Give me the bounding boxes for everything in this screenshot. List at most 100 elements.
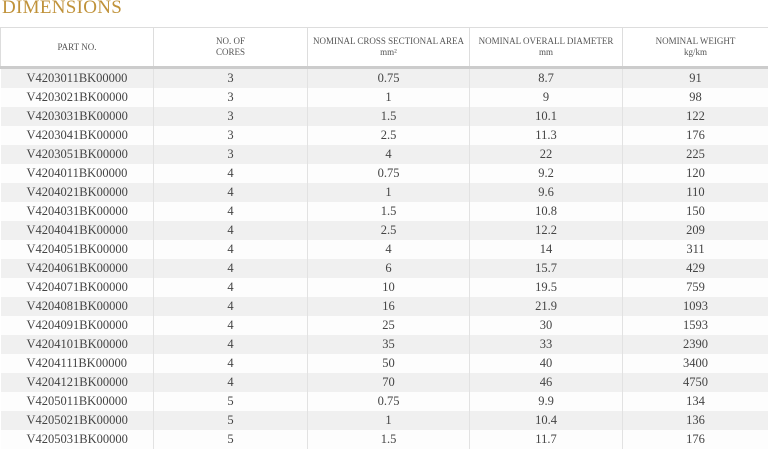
table-cell: 2.5 (307, 126, 470, 145)
table-cell: 98 (622, 88, 768, 107)
table-cell: 16 (307, 297, 470, 316)
table-row: V4203021BK00000 3 1 9 98 (0, 88, 768, 107)
part-number: V4203031BK00000 (0, 107, 154, 126)
table-row: V4204101BK00000 4 35 33 2390 (0, 335, 768, 354)
table-cell: 136 (622, 411, 768, 430)
table-cell: 4 (153, 373, 308, 392)
column-header: NOMINAL OVERALL DIAMETER mm (469, 27, 623, 69)
table-cell: 3 (153, 126, 308, 145)
part-number: V4204041BK00000 (0, 221, 154, 240)
table-row: V4204011BK00000 4 0.75 9.2 120 (0, 164, 768, 183)
table-cell: 15.7 (469, 259, 623, 278)
table-cell: 4 (153, 278, 308, 297)
column-label: NOMINAL OVERALL DIAMETER (478, 36, 614, 46)
part-number: V4204111BK00000 (0, 354, 154, 373)
table-cell: 9 (469, 88, 623, 107)
table-row: V4203031BK00000 3 1.5 10.1 122 (0, 107, 768, 126)
part-number: V4203041BK00000 (0, 126, 154, 145)
table-cell: 4 (153, 183, 308, 202)
column-label: NOMINAL CROSS SECTIONAL AREA (312, 36, 465, 46)
table-cell: 1.5 (307, 107, 470, 126)
table-cell: 0.75 (307, 164, 470, 183)
table-cell: 1.5 (307, 202, 470, 221)
part-number: V4204011BK00000 (0, 164, 154, 183)
table-cell: 4 (153, 164, 308, 183)
table-cell: 70 (307, 373, 470, 392)
table-cell: 4 (307, 240, 470, 259)
part-number: V4204121BK00000 (0, 373, 154, 392)
table-cell: 209 (622, 221, 768, 240)
part-number: V4204031BK00000 (0, 202, 154, 221)
table-cell: 10.1 (469, 107, 623, 126)
table-cell: 12.2 (469, 221, 623, 240)
table-cell: 4 (153, 335, 308, 354)
table-cell: 134 (622, 392, 768, 411)
table-cell: 3400 (622, 354, 768, 373)
part-number: V4205011BK00000 (0, 392, 154, 411)
table-cell: 225 (622, 145, 768, 164)
table-cell: 4 (307, 145, 470, 164)
table-cell: 9.6 (469, 183, 623, 202)
part-number: V4203021BK00000 (0, 88, 154, 107)
table-cell: 11.7 (469, 430, 623, 449)
table-cell: 4 (153, 354, 308, 373)
table-cell: 1 (307, 183, 470, 202)
section-title: DIMENSIONS (2, 0, 123, 18)
table-cell: 3 (153, 107, 308, 126)
table-cell: 22 (469, 145, 623, 164)
table-cell: 2.5 (307, 221, 470, 240)
table-cell: 5 (153, 392, 308, 411)
table-cell: 10 (307, 278, 470, 297)
table-row: V4204051BK00000 4 4 14 311 (0, 240, 768, 259)
table-cell: 14 (469, 240, 623, 259)
part-number: V4204081BK00000 (0, 297, 154, 316)
column-header: NOMINAL CROSS SECTIONAL AREA mm² (307, 27, 470, 69)
table-cell: 1593 (622, 316, 768, 335)
table-cell: 759 (622, 278, 768, 297)
table-cell: 5 (153, 430, 308, 449)
table-cell: 1 (307, 411, 470, 430)
table-cell: 4 (153, 221, 308, 240)
table-cell: 9.9 (469, 392, 623, 411)
table-cell: 311 (622, 240, 768, 259)
table-cell: 19.5 (469, 278, 623, 297)
table-cell: 4 (153, 202, 308, 221)
column-header: PART NO. (0, 27, 154, 69)
table-cell: 91 (622, 67, 768, 88)
table-body: V4203011BK00000 3 0.75 8.7 91 V4203021BK00000… (0, 67, 768, 449)
column-label: NOMINAL WEIGHT (655, 36, 736, 46)
table-cell: 150 (622, 202, 768, 221)
part-number: V4205021BK00000 (0, 411, 154, 430)
dimensions-table: PART NO. NO. OF CORES NOMINAL CROSS SECTION… (0, 27, 768, 449)
table-row: V4203041BK00000 3 2.5 11.3 176 (0, 126, 768, 145)
table-cell: 4 (153, 297, 308, 316)
part-number: V4204091BK00000 (0, 316, 154, 335)
table-cell: 4 (153, 240, 308, 259)
table-cell: 40 (469, 354, 623, 373)
table-cell: 110 (622, 183, 768, 202)
column-label: PART NO. (57, 41, 97, 52)
part-number: V4204101BK00000 (0, 335, 154, 354)
table-row: V4204111BK00000 4 50 40 3400 (0, 354, 768, 373)
table-cell: 21.9 (469, 297, 623, 316)
table-cell: 25 (307, 316, 470, 335)
table-cell: 6 (307, 259, 470, 278)
table-cell: 11.3 (469, 126, 623, 145)
table-row: V4204021BK00000 4 1 9.6 110 (0, 183, 768, 202)
table-cell: 46 (469, 373, 623, 392)
column-header: NOMINAL WEIGHT kg/km (622, 27, 768, 69)
table-cell: 30 (469, 316, 623, 335)
table-row: V4205031BK00000 5 1.5 11.7 176 (0, 430, 768, 449)
table-cell: 10.4 (469, 411, 623, 430)
table-cell: 120 (622, 164, 768, 183)
part-number: V4204051BK00000 (0, 240, 154, 259)
table-cell: 0.75 (307, 67, 470, 88)
table-cell: 2390 (622, 335, 768, 354)
table-row: V4205011BK00000 5 0.75 9.9 134 (0, 392, 768, 411)
table-cell: 33 (469, 335, 623, 354)
column-label: NO. OF (215, 36, 245, 46)
table-cell: 8.7 (469, 67, 623, 88)
table-cell: 429 (622, 259, 768, 278)
table-cell: 3 (153, 67, 308, 88)
